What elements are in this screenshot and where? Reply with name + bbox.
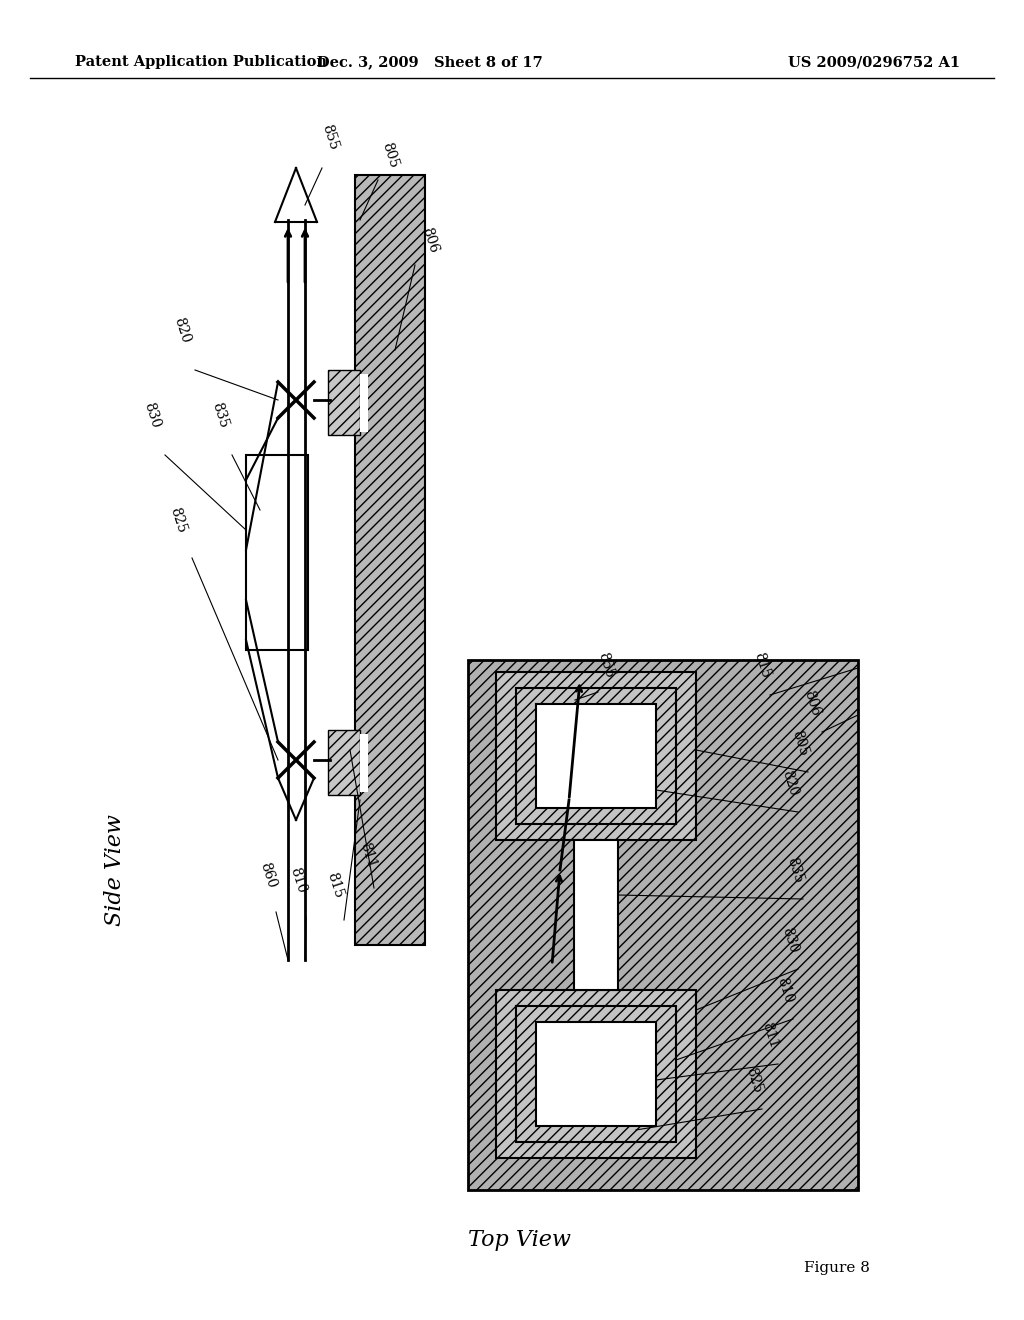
Text: Patent Application Publication: Patent Application Publication [75, 55, 327, 69]
Bar [496, 990, 696, 1158]
Text: 825: 825 [167, 506, 188, 535]
Bar [536, 1022, 656, 1126]
Bar [496, 672, 696, 840]
Text: 820: 820 [171, 315, 193, 345]
Text: 806: 806 [419, 226, 440, 255]
Bar [360, 374, 368, 432]
Text: 830: 830 [141, 401, 163, 430]
Bar [516, 688, 676, 824]
Text: 835: 835 [784, 855, 806, 884]
Bar [468, 660, 858, 1191]
Bar [574, 840, 618, 990]
Text: 815: 815 [752, 651, 773, 680]
Text: 805: 805 [379, 141, 400, 170]
Text: 825: 825 [743, 1065, 765, 1096]
Text: 855: 855 [319, 123, 341, 152]
Text: US 2009/0296752 A1: US 2009/0296752 A1 [787, 55, 961, 69]
Text: 810: 810 [288, 866, 308, 895]
Text: 830: 830 [779, 925, 801, 954]
Text: 805: 805 [790, 729, 811, 758]
Text: Top View: Top View [468, 1229, 570, 1251]
Bar [328, 370, 360, 436]
Text: 860: 860 [257, 861, 279, 890]
Bar [246, 455, 308, 649]
Text: Dec. 3, 2009   Sheet 8 of 17: Dec. 3, 2009 Sheet 8 of 17 [317, 55, 543, 69]
Text: 815: 815 [325, 871, 346, 900]
Bar [516, 1006, 676, 1142]
Text: Side View: Side View [104, 814, 126, 925]
Bar [360, 734, 368, 792]
Bar [328, 730, 360, 795]
Text: 855: 855 [595, 651, 616, 680]
Text: 835: 835 [209, 401, 230, 430]
Text: 811: 811 [759, 1020, 780, 1049]
Text: 820: 820 [779, 768, 801, 799]
Text: 811: 811 [357, 841, 379, 870]
Text: Figure 8: Figure 8 [804, 1261, 870, 1275]
Text: 810: 810 [774, 975, 796, 1005]
Text: 806: 806 [802, 689, 822, 718]
Bar [536, 704, 656, 808]
Bar [355, 176, 425, 945]
